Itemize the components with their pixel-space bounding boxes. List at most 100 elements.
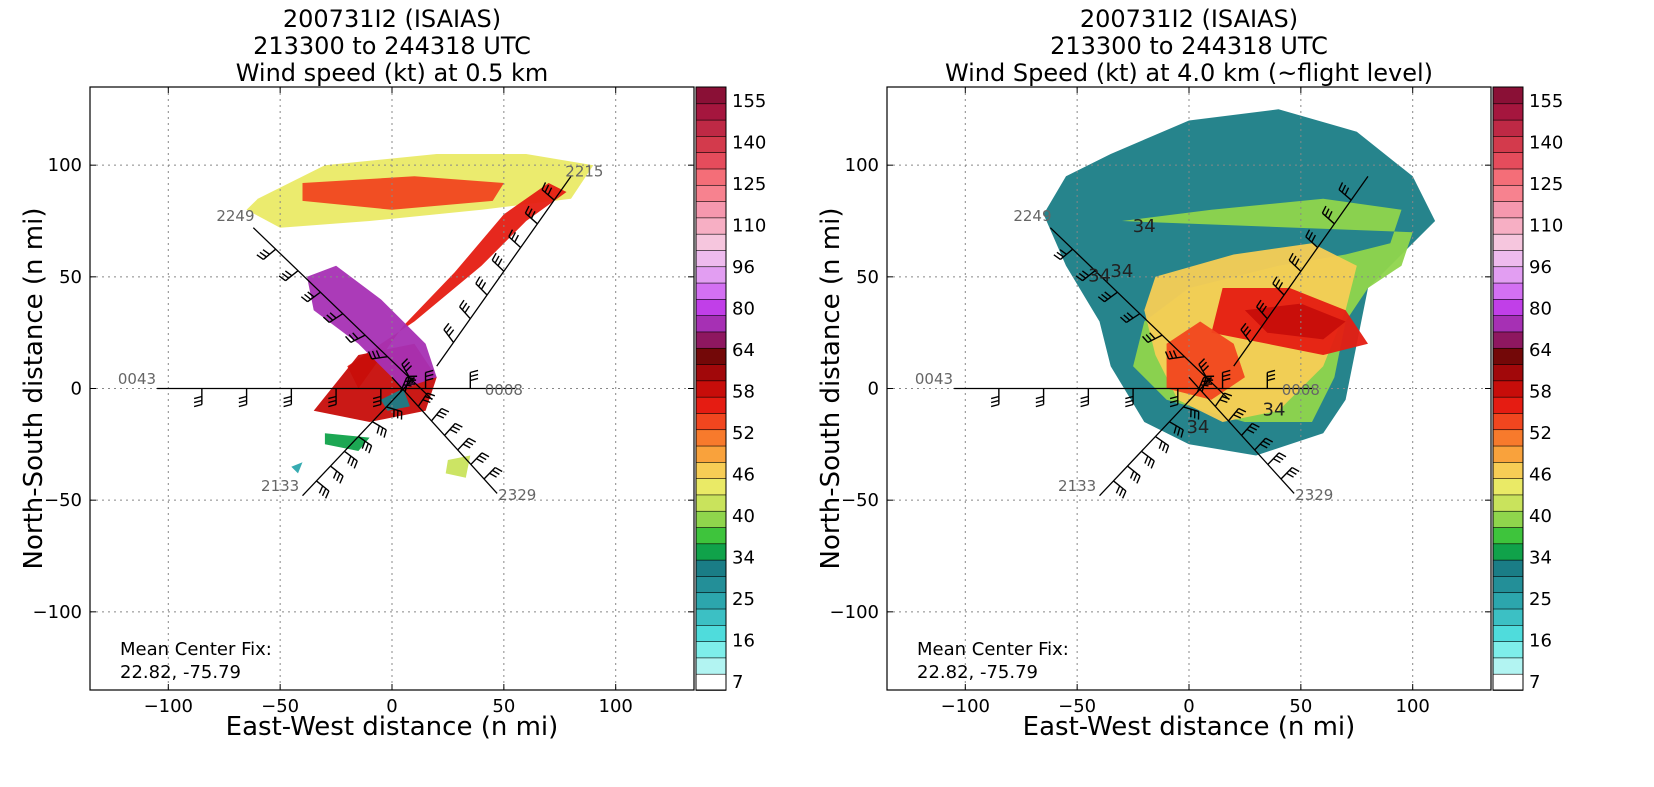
wind-barb-flag	[193, 403, 203, 408]
wind-barb-flag	[530, 211, 536, 219]
wind-barb-flag	[497, 258, 503, 267]
colorbar-tick-label: 64	[1529, 340, 1552, 361]
colorbar-bin	[695, 265, 727, 284]
y-tick-label: −100	[830, 602, 879, 623]
colorbar-bin	[695, 298, 727, 316]
colorbar-bin	[1492, 151, 1524, 170]
wind-barb-flag	[438, 410, 447, 416]
wind-barb-flag	[1133, 473, 1138, 482]
x-tick-label: 50	[492, 696, 515, 717]
flight-leg	[436, 175, 572, 367]
wind-region	[291, 462, 303, 474]
colorbar-bin	[695, 168, 727, 186]
colorbar-tick-label: 110	[1529, 216, 1563, 237]
wind-barb-flag	[990, 395, 1000, 400]
wind-barb-flag	[336, 473, 341, 482]
track-time-label: 2249	[1013, 207, 1051, 225]
y-tick-label: −50	[44, 490, 82, 511]
colorbar-bin	[1492, 640, 1524, 659]
center-fix-value: 22.82, -75.79	[120, 662, 241, 683]
wind-barb-flag	[1169, 403, 1178, 408]
wind-barb-flag	[1245, 329, 1252, 337]
wind-barb	[1201, 376, 1207, 393]
wind-barb-flag	[1251, 422, 1260, 428]
wind-barb-flag	[1198, 358, 1206, 365]
wind-barb-flag	[1262, 440, 1271, 446]
colorbar-bin	[1492, 135, 1524, 153]
wind-barb-flag	[465, 440, 474, 446]
y-axis-label: North-South distance (n mi)	[816, 208, 846, 570]
wind-barb-flag	[1202, 365, 1210, 372]
wind-barb-flag	[475, 276, 481, 284]
wind-barb-flag	[1235, 410, 1244, 416]
wind-barb	[372, 421, 387, 431]
wind-barb-flag	[1053, 254, 1061, 261]
colorbar-bin	[1492, 428, 1524, 447]
colorbar-bin	[1492, 559, 1524, 577]
wind-barb-flag	[441, 407, 450, 413]
wind-barb-flag	[1242, 326, 1249, 334]
x-tick-label: 100	[599, 696, 633, 717]
wind-barb-flag	[1275, 279, 1281, 287]
wind-barb-flag	[459, 299, 465, 308]
y-tick-label: 0	[71, 379, 82, 400]
wind-barb-flag	[1121, 490, 1127, 499]
colorbar-frame	[695, 86, 727, 691]
wind-barb-flag	[1324, 208, 1330, 217]
wind-barb-flag	[1118, 488, 1124, 497]
x-axis-label: East-West distance (n mi)	[226, 712, 559, 742]
wind-barb-flag	[468, 437, 477, 443]
colorbar-bin	[695, 477, 727, 496]
wind-barb-flag	[481, 452, 490, 458]
wind-barb	[444, 423, 456, 436]
track-time-label: 2329	[1295, 486, 1333, 504]
colorbar-bin	[695, 331, 727, 349]
y-tick-label: −50	[841, 490, 879, 511]
colorbar-bin	[1492, 363, 1524, 382]
colorbar-bin	[1492, 282, 1524, 300]
wind-barb-flag	[347, 455, 352, 464]
wind-barb-flag	[449, 428, 458, 434]
track-time-label: 0008	[485, 381, 523, 399]
wind-barb-flag	[1256, 299, 1262, 308]
colorbar-bin	[1492, 624, 1524, 642]
wind-barb-flag	[283, 399, 292, 404]
colorbar-bin	[1492, 526, 1524, 545]
colorbar-bin	[695, 396, 727, 414]
wind-barb-flag	[1258, 302, 1265, 311]
colorbar-bin	[1492, 510, 1524, 528]
wind-barb-flag	[1180, 429, 1184, 438]
contour-label: 34	[1088, 265, 1111, 286]
colorbar-tick-label: 58	[732, 382, 755, 403]
wind-barb-flag	[403, 361, 411, 369]
wind-barb-flag	[1142, 335, 1149, 343]
track-time-label: 2249	[216, 207, 254, 225]
wind-barb-flag	[1221, 395, 1230, 400]
colorbar-bin	[1492, 298, 1524, 316]
wind-barb-flag	[1275, 455, 1284, 461]
colorbar-bin	[695, 624, 727, 642]
plot-area: 2249 2215 0043 0008 2133 2329	[90, 87, 694, 690]
colorbar-bin	[1492, 396, 1524, 414]
wind-barb-flag	[1305, 229, 1311, 238]
colorbar-bin	[695, 640, 727, 659]
wind-barb-flag	[1219, 399, 1228, 404]
wind-barb-flag	[452, 425, 461, 431]
wind-barb-flag	[1222, 377, 1231, 382]
wind-barb-flag	[462, 443, 471, 449]
colorbar-bin	[1492, 477, 1524, 496]
colorbar-bin	[695, 461, 727, 479]
colorbar-tick-label: 64	[732, 340, 755, 361]
panel-left: 200731I2 (ISAIAS)213300 to 244318 UTCWin…	[19, 5, 766, 742]
contour-label: 34	[1263, 399, 1286, 420]
wind-barb-flag	[1341, 184, 1347, 193]
contour-label: 34	[1186, 417, 1209, 438]
wind-barb-flag	[508, 229, 514, 238]
center-fix-label: Mean Center Fix:	[120, 639, 272, 660]
colorbar-tick-label: 80	[732, 299, 755, 320]
x-tick-label: 0	[1183, 696, 1194, 717]
colorbar-bin	[695, 412, 727, 431]
chart-title-line: 213300 to 244318 UTC	[1050, 32, 1328, 60]
wind-barb-flag	[403, 384, 412, 387]
wind-barb-flag	[478, 455, 487, 461]
